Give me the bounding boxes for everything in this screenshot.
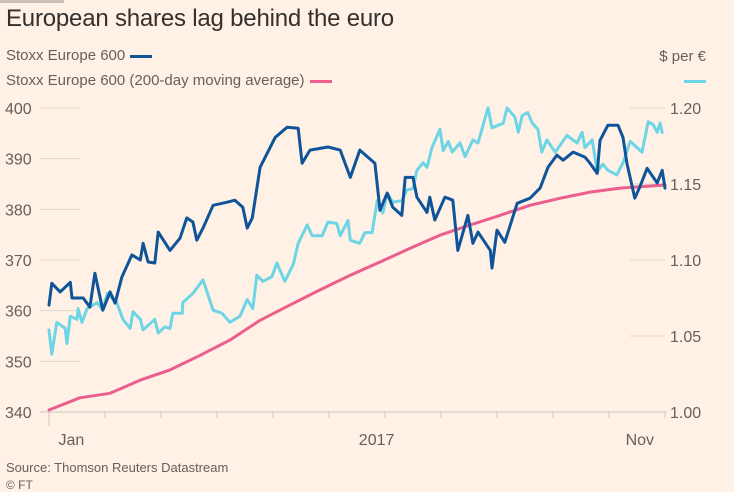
y-right-tick-label: 1.20 — [670, 101, 701, 118]
y-left-tick-label: 360 — [5, 304, 32, 321]
x-tick-label: Nov — [626, 432, 654, 449]
stoxx-line — [47, 123, 667, 312]
legend-swatch-usd-per-eur — [684, 80, 706, 83]
legend-label-moving-average: Stoxx Europe 600 (200-day moving average… — [6, 72, 305, 89]
y-left-tick-label: 370 — [5, 253, 32, 270]
y-left-tick-label: 350 — [5, 354, 32, 371]
y-left-tick-label: 340 — [5, 405, 32, 422]
moving-average-line — [47, 183, 667, 412]
y-right-tick-label: 1.05 — [670, 329, 701, 346]
copyright: © FT — [6, 478, 33, 492]
legend-label-stoxx: Stoxx Europe 600 — [6, 47, 126, 64]
y-right-tick-label: 1.00 — [670, 405, 701, 422]
legend-swatch-moving-average — [309, 79, 332, 83]
source-note: Source: Thomson Reuters Datastream — [6, 460, 229, 475]
y-left-tick-label: 380 — [5, 202, 32, 219]
y-right-tick-label: 1.15 — [670, 177, 701, 194]
legend-swatch-stoxx — [130, 54, 153, 58]
legend-item-moving-average: Stoxx Europe 600 (200-day moving average… — [6, 72, 332, 89]
y-right-tick-label: 1.10 — [670, 253, 701, 270]
x-tick-label: 2017 — [359, 432, 395, 449]
usd-per-eur-line — [47, 106, 664, 356]
header-rule — [0, 0, 64, 3]
x-tick-label: Jan — [59, 432, 85, 449]
legend-item-stoxx: Stoxx Europe 600 — [6, 47, 153, 64]
y-left-tick-label: 400 — [5, 101, 32, 118]
chart-title: European shares lag behind the euro — [6, 5, 394, 32]
right-axis-unit-label: $ per € — [659, 48, 706, 65]
y-left-tick-label: 390 — [5, 152, 32, 169]
